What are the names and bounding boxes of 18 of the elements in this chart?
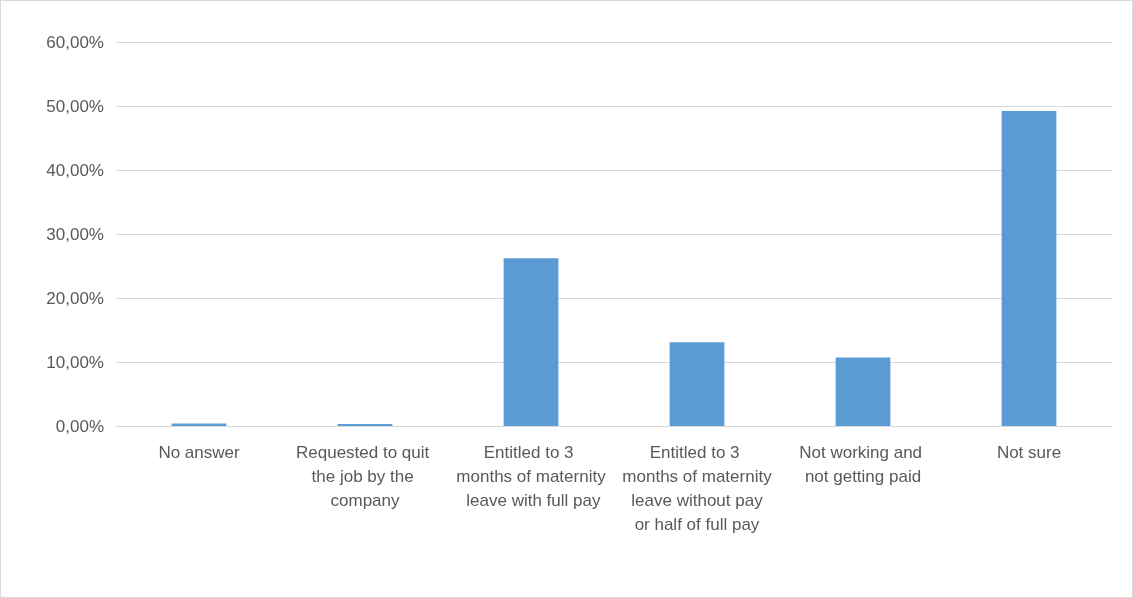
x-tick-label: Entitled to 3 months of maternity leave with full pay (456, 442, 607, 510)
bar (503, 258, 559, 426)
y-tick-label: 30,00% (46, 224, 104, 244)
y-tick-label: 20,00% (46, 288, 104, 308)
y-tick-label: 10,00% (46, 352, 104, 372)
bar (835, 357, 891, 426)
x-tick-label: No answer (158, 442, 240, 462)
x-tick-label: Not sure (996, 442, 1062, 462)
bar (1001, 111, 1057, 426)
x-tick-label: Requested to quit the job by the company (296, 442, 434, 510)
x-tick-label: Not working and not getting paid (799, 442, 927, 486)
bar (669, 342, 725, 426)
y-tick-label: 60,00% (46, 32, 104, 52)
x-tick-label: Entitled to 3 months of maternity leave without pay or half of full pay (622, 442, 773, 534)
y-tick-label: 0,00% (55, 416, 104, 436)
y-tick-label: 50,00% (46, 96, 104, 116)
bar (171, 423, 227, 426)
y-tick-label: 40,00% (46, 160, 104, 180)
